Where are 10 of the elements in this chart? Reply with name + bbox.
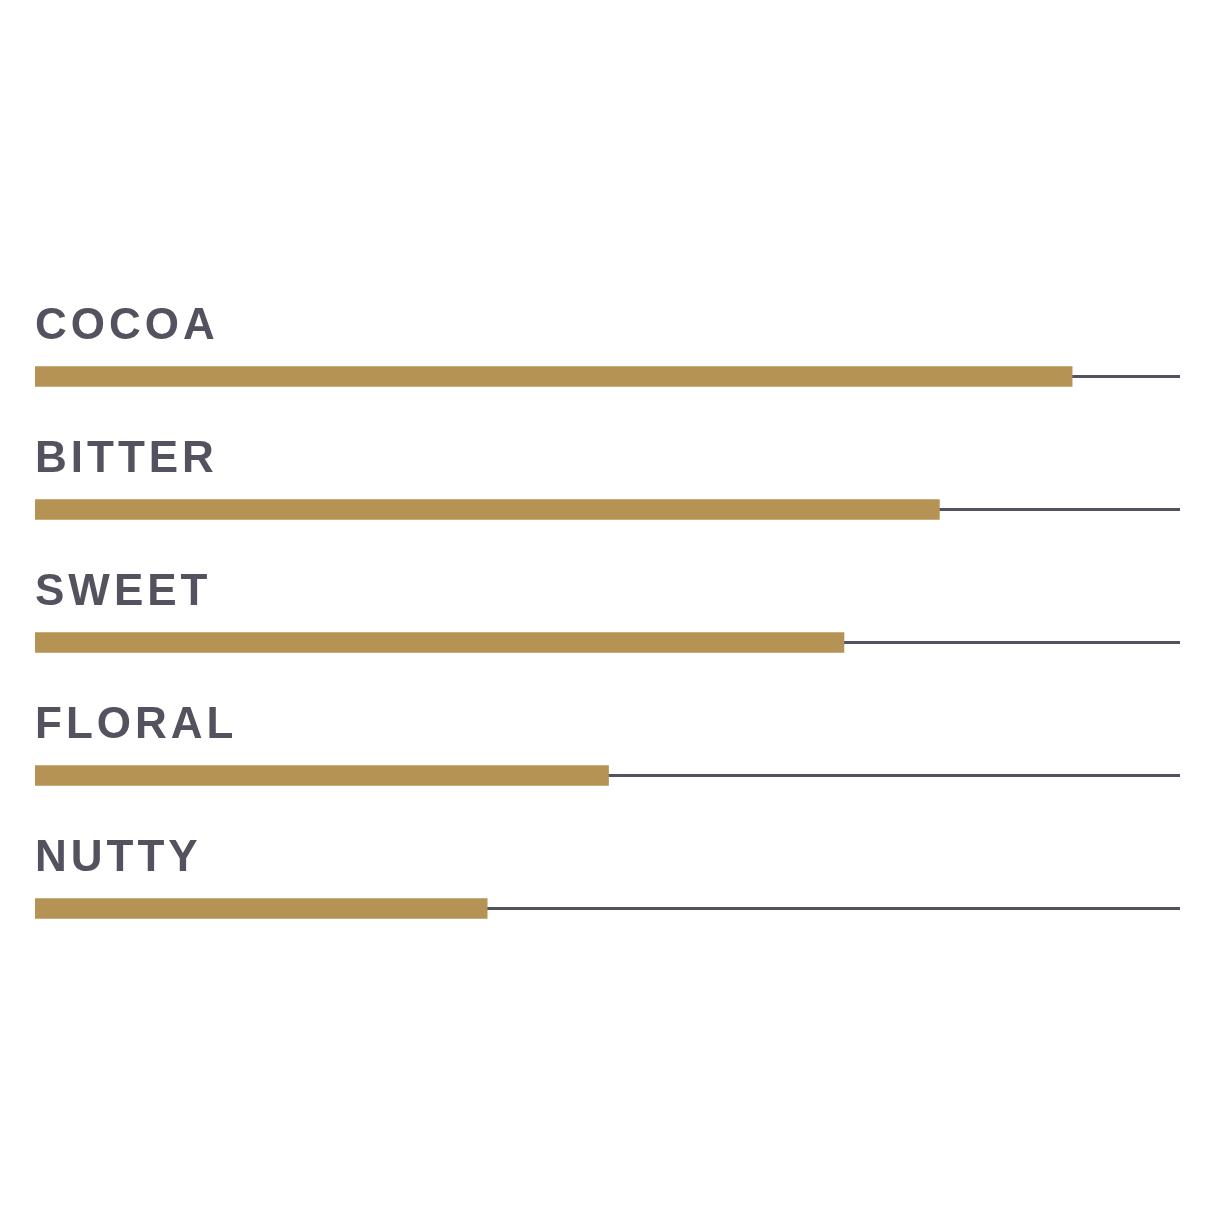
bar: [35, 366, 1073, 387]
y-tick-label: SWEET: [35, 564, 212, 614]
y-tick-label: NUTTY: [35, 830, 202, 880]
bar: [35, 499, 940, 520]
y-tick-label: FLORAL: [35, 697, 238, 747]
bar: [35, 898, 488, 919]
y-tick-label: BITTER: [35, 431, 218, 481]
bar: [35, 765, 609, 786]
bar: [35, 632, 845, 653]
y-tick-label: COCOA: [35, 298, 219, 348]
